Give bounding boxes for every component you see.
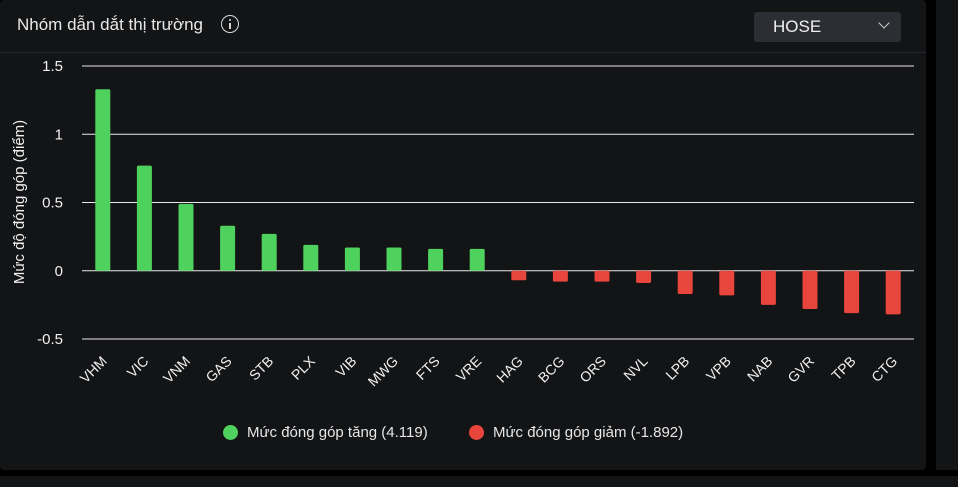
y-axis-label: Mức độ đóng góp (điểm)	[11, 120, 28, 284]
bar-hag[interactable]	[511, 270, 527, 281]
bar-vhm[interactable]	[95, 89, 111, 271]
bar-lpb[interactable]	[677, 270, 693, 294]
x-tick-label-plx: PLX	[288, 352, 318, 382]
bar-vre[interactable]	[469, 248, 485, 271]
y-tick-label: 1	[55, 126, 63, 143]
x-tick-label-tpb: TPB	[828, 353, 859, 384]
bar-gvr[interactable]	[802, 270, 818, 309]
panel-header: Nhóm dẫn dắt thị trường HOSE	[0, 0, 926, 53]
x-tick-label-vnm: VNM	[160, 353, 193, 386]
bar-fts[interactable]	[428, 248, 444, 271]
y-tick-label: -0.5	[37, 331, 63, 348]
x-tick-label-ors: ORS	[576, 353, 609, 386]
x-tick-label-vic: VIC	[124, 353, 152, 381]
x-tick-label-hag: HAG	[493, 353, 526, 386]
adjacent-panel-bottom	[0, 476, 958, 487]
legend-dot-increase	[223, 425, 238, 440]
y-tick-label: 0	[55, 263, 63, 280]
contribution-bar-chart: 1.510.50-0.5 Mức độ đóng góp (điểm) VHM V…	[11, 58, 914, 389]
x-tick-label-vre: VRE	[453, 353, 485, 385]
x-tick-label-vhm: VHM	[77, 353, 110, 386]
bar-vic[interactable]	[136, 165, 152, 271]
x-tick-label-mwg: MWG	[365, 353, 402, 390]
exchange-select[interactable]: HOSE	[754, 12, 901, 42]
x-tick-label-vpb: VPB	[703, 353, 734, 384]
x-tick-label-nab: NAB	[744, 353, 776, 385]
x-tick-label-ctg: CTG	[868, 353, 900, 385]
x-tick-label-lpb: LPB	[662, 353, 692, 383]
x-tick-label-nvl: NVL	[620, 353, 651, 384]
bar-vnm[interactable]	[178, 203, 194, 271]
y-tick-label: 1.5	[42, 58, 63, 75]
chart-bars	[95, 89, 901, 315]
bar-tpb[interactable]	[844, 270, 860, 314]
bar-stb[interactable]	[261, 233, 277, 271]
x-tick-label-gvr: GVR	[784, 353, 817, 386]
bar-nvl[interactable]	[636, 270, 652, 284]
legend-dot-decrease	[469, 425, 484, 440]
x-tick-label-gas: GAS	[202, 353, 234, 385]
bar-vpb[interactable]	[719, 270, 735, 296]
legend-label-decrease: Mức đóng góp giảm (-1.892)	[493, 424, 684, 441]
x-tick-label-vib: VIB	[332, 353, 359, 380]
info-circle-icon[interactable]	[221, 15, 239, 33]
x-tick-label-stb: STB	[246, 353, 277, 384]
y-tick-label: 0.5	[42, 195, 63, 212]
chart-legend: Mức đóng góp tăng (4.119) Mức đóng góp g…	[0, 424, 926, 444]
exchange-select-value: HOSE	[773, 17, 822, 36]
panel-title: Nhóm dẫn dắt thị trường	[17, 15, 204, 34]
y-axis-ticks: 1.5 1 0.5 0 -0.5	[37, 58, 63, 348]
bar-vib[interactable]	[344, 247, 360, 271]
bar-ctg[interactable]	[885, 270, 901, 315]
x-axis-ticks: VHM VIC VNM GAS STB PLX VIB MWG FTS VRE HAG BCG ORS N…	[77, 352, 901, 389]
chart-grid	[82, 65, 914, 340]
bar-mwg[interactable]	[386, 247, 402, 271]
adjacent-panel-edge	[936, 0, 958, 470]
legend-label-increase: Mức đóng góp tăng (4.119)	[247, 424, 428, 441]
bar-gas[interactable]	[220, 225, 236, 271]
legend-item-decrease[interactable]: Mức đóng góp giảm (-1.892)	[469, 424, 683, 441]
legend-item-increase[interactable]: Mức đóng góp tăng (4.119)	[223, 424, 428, 441]
market-leaders-panel: Nhóm dẫn dắt thị trường HOSE 1.5 1 0.5 0 -0.…	[0, 0, 926, 470]
bar-plx[interactable]	[303, 244, 319, 271]
bar-bcg[interactable]	[552, 270, 568, 282]
bar-ors[interactable]	[594, 270, 610, 282]
x-tick-label-bcg: BCG	[535, 353, 568, 386]
x-tick-label-fts: FTS	[413, 353, 443, 383]
bar-nab[interactable]	[760, 270, 776, 305]
